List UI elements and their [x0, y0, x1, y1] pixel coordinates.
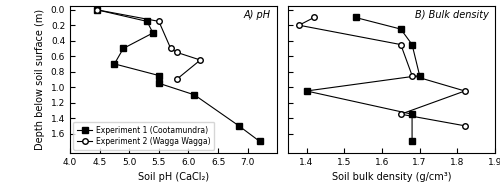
Experiment 2 (Wagga Wagga)	[156, 20, 162, 23]
Experiment 1 (Cootamundra)	[120, 47, 126, 50]
Experiment 1 (Cootamundra)	[112, 63, 117, 65]
Experiment 2 (Wagga Wagga)	[198, 59, 203, 61]
Experiment 2 (Wagga Wagga)	[94, 9, 100, 11]
Legend: Experiment 1 (Cootamundra), Experiment 2 (Wagga Wagga): Experiment 1 (Cootamundra), Experiment 2…	[73, 122, 215, 150]
X-axis label: Soil bulk density (g/cm³): Soil bulk density (g/cm³)	[332, 172, 451, 182]
Experiment 2 (Wagga Wagga)	[168, 47, 173, 50]
Y-axis label: Depth below soil surface (m): Depth below soil surface (m)	[35, 9, 45, 150]
Text: B) Bulk density: B) Bulk density	[415, 10, 489, 20]
Experiment 1 (Cootamundra)	[256, 140, 262, 142]
X-axis label: Soil pH (CaCl₂): Soil pH (CaCl₂)	[138, 172, 209, 182]
Experiment 1 (Cootamundra)	[150, 32, 156, 34]
Experiment 1 (Cootamundra)	[94, 9, 100, 11]
Experiment 2 (Wagga Wagga)	[174, 78, 180, 81]
Experiment 1 (Cootamundra)	[236, 125, 242, 127]
Experiment 1 (Cootamundra)	[192, 94, 198, 96]
Experiment 1 (Cootamundra)	[156, 74, 162, 77]
Line: Experiment 1 (Cootamundra): Experiment 1 (Cootamundra)	[94, 7, 262, 144]
Experiment 1 (Cootamundra)	[144, 20, 150, 23]
Text: A) pH: A) pH	[244, 10, 271, 20]
Experiment 2 (Wagga Wagga)	[174, 51, 180, 54]
Experiment 1 (Cootamundra)	[156, 82, 162, 84]
Line: Experiment 2 (Wagga Wagga): Experiment 2 (Wagga Wagga)	[94, 7, 203, 82]
